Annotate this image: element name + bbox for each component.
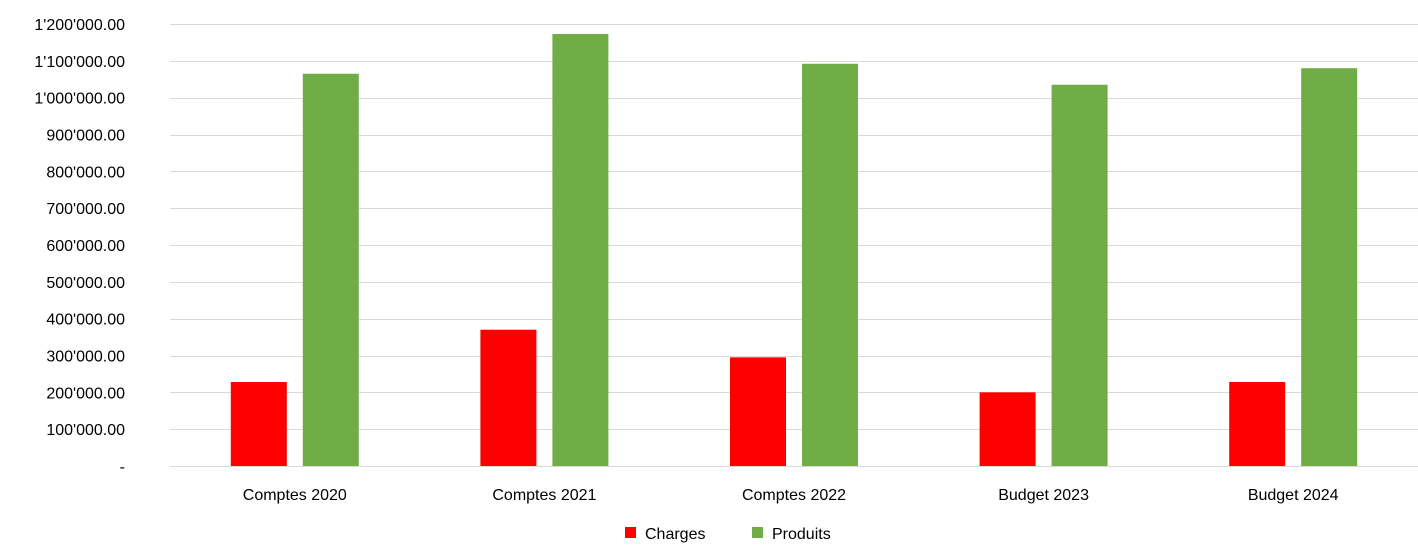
legend-label-charges: Charges bbox=[645, 526, 705, 543]
y-tick-label: 600'000.00 bbox=[46, 238, 125, 255]
y-tick-label: 1'200'000.00 bbox=[34, 17, 125, 34]
bar-charges-budget-2023 bbox=[979, 392, 1036, 466]
y-tick-label: 1'100'000.00 bbox=[34, 54, 125, 71]
y-tick-label: 1'000'000.00 bbox=[34, 91, 125, 108]
y-tick-label: 200'000.00 bbox=[46, 385, 125, 402]
bars bbox=[230, 33, 1358, 467]
x-category-label: Budget 2023 bbox=[998, 487, 1089, 504]
x-axis-category-labels: Comptes 2020 Comptes 2021 Comptes 2022 Budg… bbox=[243, 487, 1339, 504]
y-tick-label: 500'000.00 bbox=[46, 275, 125, 292]
y-tick-label: 400'000.00 bbox=[46, 312, 125, 329]
bar-produits-comptes-2021 bbox=[552, 33, 609, 466]
y-tick-label: 800'000.00 bbox=[46, 164, 125, 181]
bar-produits-budget-2023 bbox=[1051, 84, 1108, 467]
x-category-label: Comptes 2022 bbox=[742, 487, 846, 504]
y-axis-tick-labels: - 100'000.00 200'000.00 300'000.00 400'000.0… bbox=[34, 17, 125, 476]
bar-charges-comptes-2021 bbox=[480, 329, 537, 466]
x-category-label: Comptes 2020 bbox=[243, 487, 347, 504]
bar-produits-comptes-2022 bbox=[802, 63, 858, 466]
y-tick-label: 300'000.00 bbox=[46, 349, 125, 366]
y-tick-label: 700'000.00 bbox=[46, 201, 125, 218]
legend-label-produits: Produits bbox=[772, 526, 831, 543]
y-tick-label: - bbox=[120, 459, 125, 476]
bar-produits-budget-2024 bbox=[1301, 68, 1358, 466]
y-tick-label: 100'000.00 bbox=[46, 422, 125, 439]
x-category-label: Budget 2024 bbox=[1248, 487, 1339, 504]
gridlines bbox=[170, 24, 1418, 467]
bar-charges-comptes-2020 bbox=[230, 382, 287, 466]
legend: Charges Produits bbox=[625, 526, 831, 543]
bar-charges-comptes-2022 bbox=[730, 357, 786, 466]
bar-produits-comptes-2020 bbox=[302, 73, 359, 466]
legend-swatch-charges bbox=[625, 527, 636, 538]
legend-swatch-produits bbox=[752, 527, 763, 538]
y-tick-label: 900'000.00 bbox=[46, 128, 125, 145]
x-category-label: Comptes 2021 bbox=[492, 487, 596, 504]
bar-charges-budget-2024 bbox=[1229, 382, 1286, 466]
